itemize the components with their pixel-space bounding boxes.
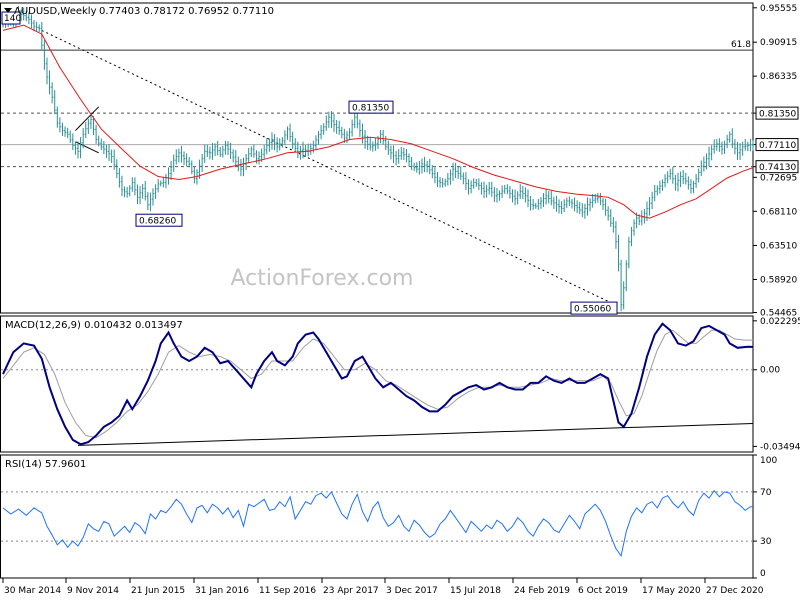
x-tick-label: 17 May 2020 <box>642 586 701 596</box>
x-tick-label: 9 Nov 2014 <box>67 586 119 596</box>
price-callout-label: 0.81350 <box>352 104 389 114</box>
macd-y-tick-label: 0.00 <box>760 366 780 376</box>
rsi-y-tick-label: 70 <box>760 488 772 498</box>
price-trendline <box>42 30 619 306</box>
rsi-panel-frame <box>1 455 754 578</box>
watermark: ActionForex.com <box>231 266 414 291</box>
rsi-y-tick-label: 100 <box>760 456 777 466</box>
rsi-y-tick-label: 0 <box>760 569 766 579</box>
price-sma-line <box>3 25 753 218</box>
macd-y-tick-label: -0.034948 <box>760 442 800 452</box>
x-tick-label: 30 Mar 2014 <box>4 586 61 596</box>
x-tick-label: 31 Jan 2016 <box>195 586 249 596</box>
rsi-title: RSI(14) 57.9601 <box>5 459 86 470</box>
rsi-panel: 100 70 30 0 RSI(14) 57.9601 <box>1 455 778 579</box>
x-tick-label: 27 Dec 2020 <box>706 586 764 596</box>
price-level-tag-label: 0.74130 <box>759 163 796 173</box>
macd-title: MACD(12,26,9) 0.010432 0.013497 <box>5 320 183 331</box>
macd-panel: 0.022295 0.00 -0.034948 MACD(12,26,9) 0.010… <box>1 316 800 452</box>
price-y-tick-label: 0.68110 <box>760 207 797 217</box>
price-y-tick-label: 0.72695 <box>760 173 797 183</box>
x-axis: 30 Mar 2014 9 Nov 2014 21 Jun 2015 31 Jan 2… <box>3 578 764 596</box>
price-level-tag-label: 0.81350 <box>759 110 796 120</box>
price-title: AUDUSD,Weekly <box>14 6 97 17</box>
x-tick-label: 15 Jul 2018 <box>450 586 501 596</box>
macd-line <box>3 324 753 445</box>
x-tick-label: 3 Dec 2017 <box>386 586 438 596</box>
price-callout-label: 0.68260 <box>139 217 176 227</box>
price-panel: 0.95555 0.90915 0.86335 0.81350 0.77110 0.741… <box>1 3 799 319</box>
price-y-tick-label: 0.90915 <box>760 38 797 48</box>
macd-y-tick-label: 0.022295 <box>760 317 800 327</box>
x-tick-label: 23 Apr 2017 <box>323 586 379 596</box>
rsi-y-tick-label: 30 <box>760 537 772 547</box>
price-y-tick-label: 0.86335 <box>760 72 797 82</box>
price-callout-label: 0.55060 <box>574 305 611 315</box>
x-tick-label: 11 Sep 2016 <box>259 586 316 596</box>
x-tick-label: 21 Jun 2015 <box>131 586 185 596</box>
price-y-tick-label: 0.58920 <box>760 275 797 285</box>
price-ohlc-header: 0.77403 0.78172 0.76952 0.77110 <box>99 6 274 17</box>
price-y-tick-label: 0.63510 <box>760 241 797 251</box>
x-tick-label: 6 Oct 2019 <box>578 586 628 596</box>
fib-level-label: 61.8 <box>731 40 751 50</box>
rsi-line <box>3 491 753 556</box>
macd-trendline <box>78 423 753 445</box>
x-tick-label: 24 Feb 2019 <box>514 586 570 596</box>
price-y-tick-label: 0.95555 <box>760 4 797 14</box>
price-level-tag-label: 0.77110 <box>759 141 796 151</box>
